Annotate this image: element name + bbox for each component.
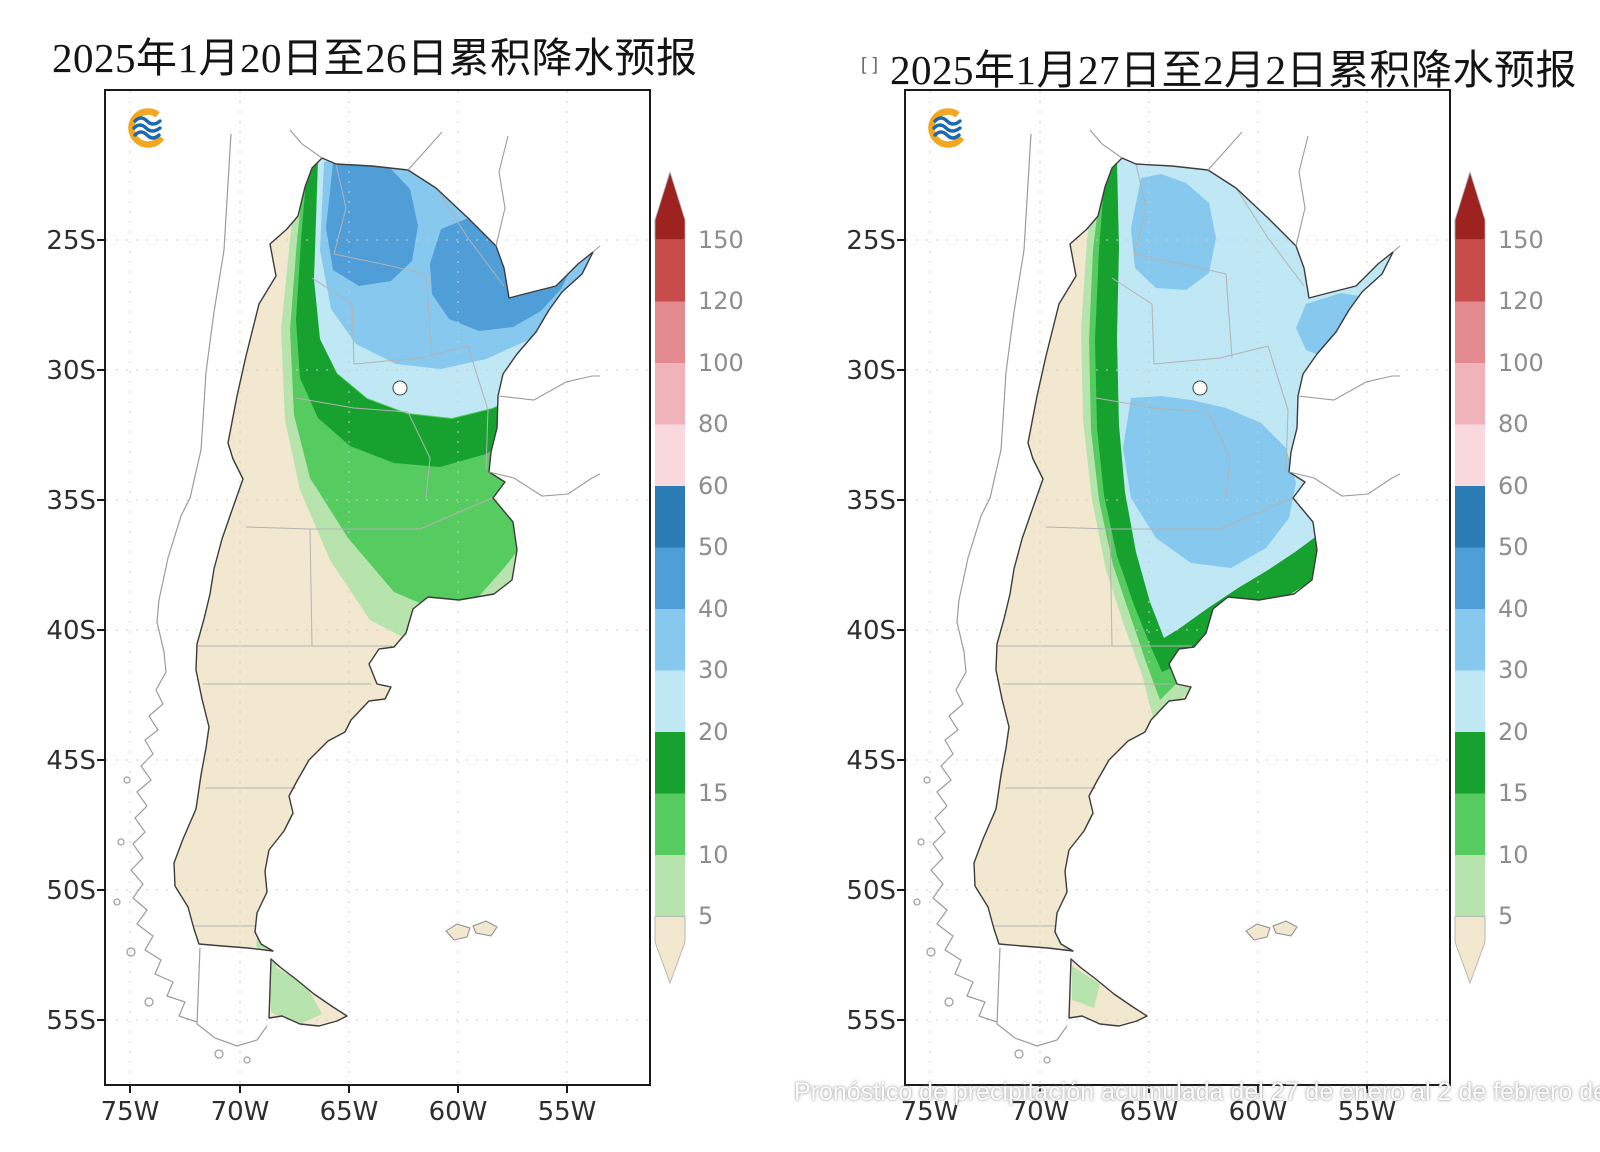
precip-zone-40-50mm-west	[326, 159, 418, 286]
precip-zone-30-40mm-east	[1296, 293, 1386, 360]
map-caption-week2: Pronóstico de precipitación acumulada de…	[794, 1078, 1600, 1106]
page-title-week1: 2025年1月20日至26日累积降水预报	[52, 35, 698, 81]
precip-map-week1	[46, 80, 744, 1127]
precip-map-week2	[846, 80, 1544, 1127]
map-caption-week1: Pronóstico de precipitación acumulada de…	[38, 1122, 968, 1150]
precip-zone-5-10mm-south	[1058, 926, 1078, 956]
precipitation-shading	[1058, 158, 1393, 1008]
precip-zone-5-10mm-tdf	[1072, 966, 1100, 1008]
image-placeholder-icon: []	[858, 54, 881, 76]
precip-zone-30-40mm-center	[1123, 396, 1296, 568]
page-title-week2: 2025年1月27日至2月2日累积降水预报	[890, 47, 1577, 93]
precip-zone-30-40mm-north	[1131, 174, 1216, 290]
panel-forecast-week2: [] 2025年1月27日至2月2日累积降水预报 Pronóstico de p…	[794, 0, 1600, 1152]
panel-forecast-week1: 2025年1月20日至26日累积降水预报 Pronóstico de preci…	[46, 35, 744, 1127]
precip-zone-5-10mm-tdf	[269, 964, 322, 1026]
precip-zone-40-50mm-east	[430, 217, 572, 331]
